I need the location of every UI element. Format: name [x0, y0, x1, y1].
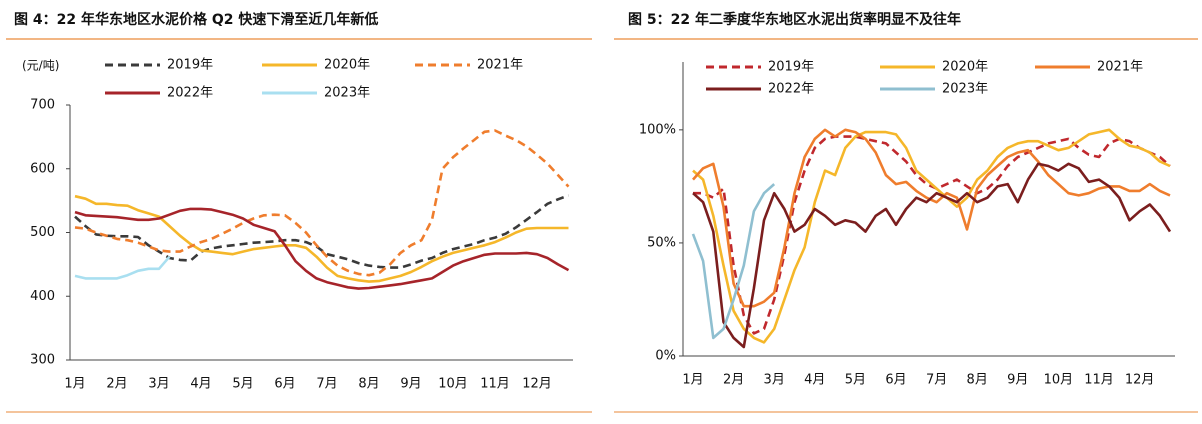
series-line [692, 162, 1172, 349]
chart-title: 图 5：22 年二季度华东地区水泥出货率明显不及往年 [628, 11, 961, 28]
x-tick-label: 3月 [148, 377, 169, 392]
series-line [74, 129, 570, 277]
x-tick-label: 7月 [926, 373, 947, 388]
y-tick-label: 600 [30, 161, 55, 176]
legend-label: 2020年 [942, 60, 988, 75]
x-tick-label: 8月 [358, 377, 379, 392]
y-tick-label: 300 [30, 353, 55, 368]
x-tick-label: 12月 [522, 377, 552, 392]
y-tick-label: 500 [30, 225, 55, 240]
series-line [74, 194, 569, 283]
legend-label: 2019年 [167, 58, 213, 73]
y-tick-label: 50% [647, 235, 676, 250]
legend-label: 2022年 [768, 82, 814, 97]
x-tick-label: 11月 [480, 377, 510, 392]
y-axis-unit: (元/吨) [22, 59, 59, 73]
x-tick-label: 3月 [764, 373, 785, 388]
series-line [74, 255, 171, 280]
legend-label: 2022年 [167, 86, 213, 101]
x-tick-label: 4月 [804, 373, 825, 388]
x-tick-label: 2月 [106, 377, 127, 392]
x-tick-label: 6月 [274, 377, 295, 392]
x-tick-label: 10月 [438, 377, 468, 392]
y-tick-label: 400 [30, 289, 55, 304]
legend-label: 2023年 [942, 82, 988, 97]
x-tick-label: 5月 [845, 373, 866, 388]
x-tick-label: 7月 [316, 377, 337, 392]
x-tick-label: 10月 [1044, 373, 1074, 388]
x-tick-label: 11月 [1084, 373, 1114, 388]
legend-label: 2021年 [477, 58, 523, 73]
x-tick-label: 4月 [190, 377, 211, 392]
x-tick-label: 1月 [682, 373, 703, 388]
series-line [74, 207, 570, 290]
y-tick-label: 100% [639, 122, 676, 137]
x-tick-label: 9月 [1007, 373, 1028, 388]
legend-label: 2021年 [1097, 60, 1143, 75]
series-line [74, 194, 569, 269]
legend-label: 2023年 [324, 86, 370, 101]
legend-label: 2020年 [324, 58, 370, 73]
y-tick-label: 700 [30, 98, 55, 113]
chart-title: 图 4：22 年华东地区水泥价格 Q2 快速下滑至近几年新低 [14, 11, 378, 28]
x-tick-label: 8月 [967, 373, 988, 388]
x-tick-label: 6月 [885, 373, 906, 388]
x-tick-label: 12月 [1125, 373, 1155, 388]
series-line [692, 128, 1171, 308]
x-tick-label: 5月 [232, 377, 253, 392]
legend-label: 2019年 [768, 60, 814, 75]
y-tick-label: 0% [655, 349, 676, 364]
series-line [692, 128, 1171, 344]
series-line [693, 135, 1171, 335]
x-tick-label: 9月 [400, 377, 421, 392]
x-tick-label: 1月 [64, 377, 85, 392]
series-line [691, 183, 776, 340]
x-tick-label: 2月 [723, 373, 744, 388]
